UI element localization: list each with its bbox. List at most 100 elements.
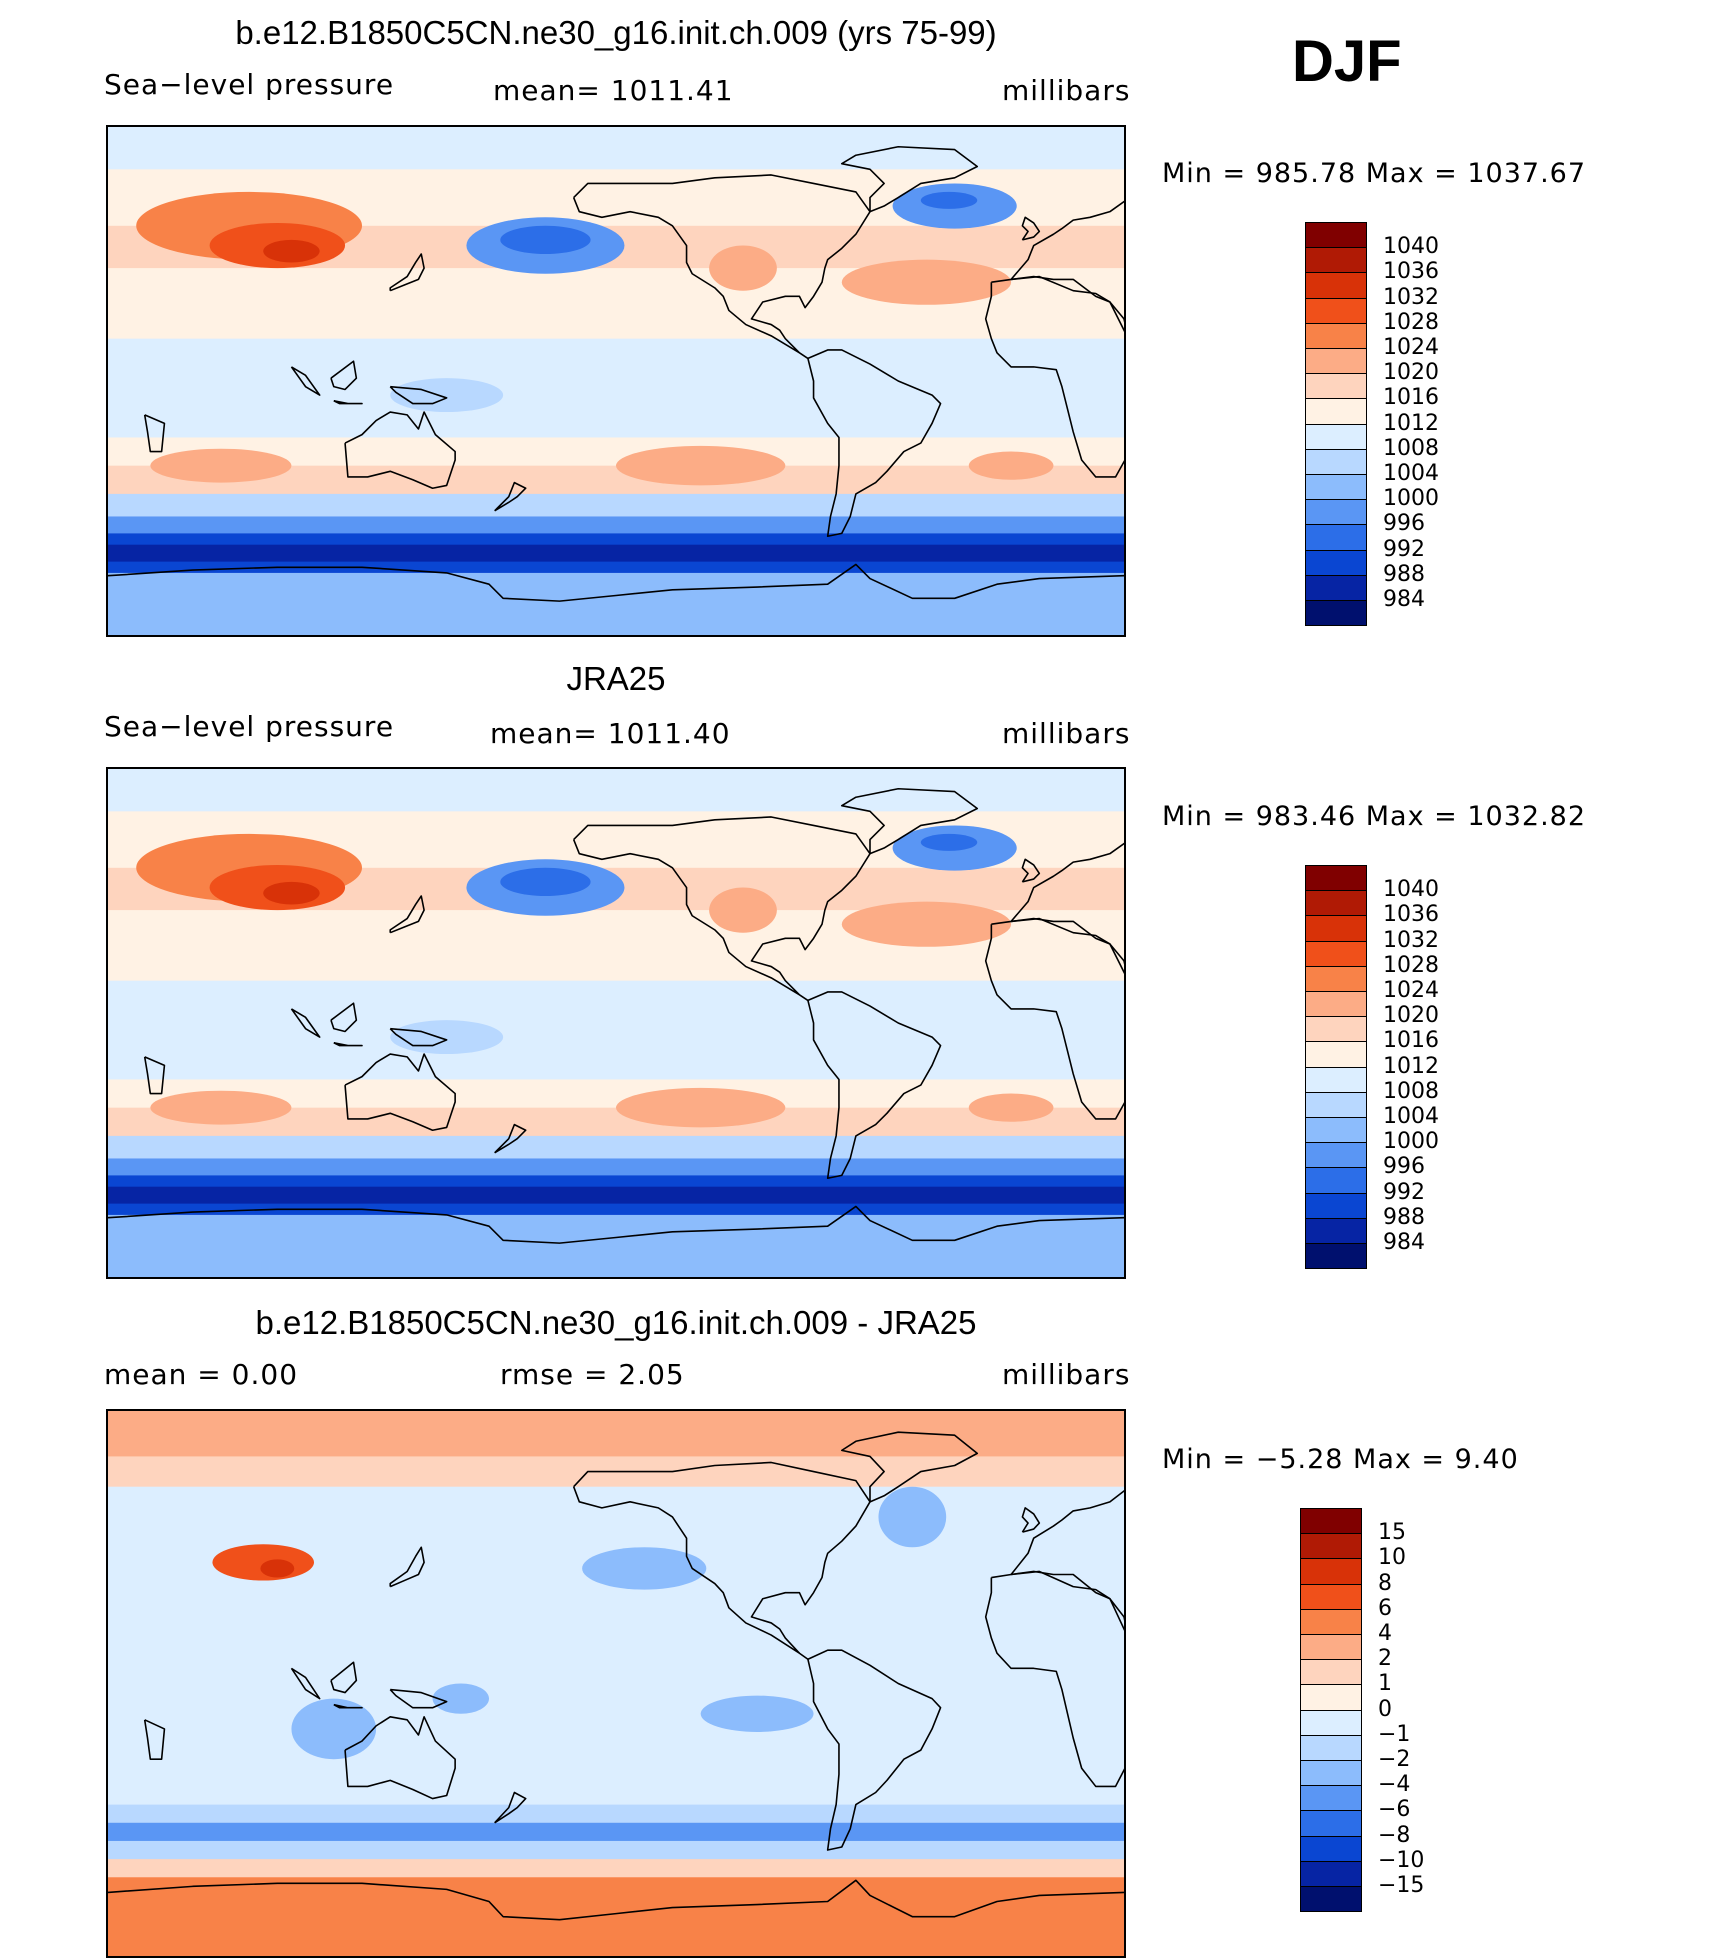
panel-1-units-label: millibars (1002, 74, 1131, 107)
colorbar-tick-label: −8 (1378, 1822, 1411, 1848)
contour-blob (968, 451, 1054, 480)
colorbar-tick-label: 1 (1378, 1671, 1392, 1697)
contour-band (108, 1186, 1124, 1205)
colorbar-swatch (1300, 1558, 1362, 1585)
contour-band (108, 533, 1124, 546)
colorbar-tick-label: 1028 (1383, 952, 1439, 978)
coastline (572, 174, 871, 360)
contour-band (108, 561, 1124, 574)
coastline (290, 366, 321, 396)
colorbar-swatch (1300, 1860, 1362, 1887)
panel-1-colorbar: 1040 1036 1032 1028 1024 1020 1016 1012 1008 1004… (1305, 222, 1445, 628)
contour-band (108, 1486, 1124, 1534)
panel-2-units-label: millibars (1002, 717, 1131, 750)
contour-band (108, 127, 1124, 171)
coastline (807, 1649, 942, 1851)
coastline (984, 275, 1124, 478)
colorbar-tick-label: 1008 (1383, 1078, 1439, 1104)
coastline (330, 1002, 358, 1033)
contour-band (108, 952, 1124, 982)
contour-band (108, 1158, 1124, 1177)
panel-1-mean-label: mean= 1011.41 (493, 74, 734, 107)
colorbar-swatch (1305, 865, 1367, 892)
colorbar-tick-label: 1024 (1383, 335, 1439, 360)
contour-blob (390, 1020, 504, 1055)
colorbar-swatch (1300, 1508, 1362, 1535)
panel-1-left-label: Sea−level pressure (104, 68, 395, 101)
colorbar-tick-label: 1008 (1383, 435, 1439, 461)
colorbar-swatch (1300, 1684, 1362, 1711)
coastline (330, 1661, 358, 1694)
contour-band (108, 1411, 1124, 1458)
contour-band (108, 769, 1124, 813)
colorbar-swatch (1305, 524, 1367, 551)
colorbar-swatch (1300, 1734, 1362, 1761)
panel-3-center-label: rmse = 2.05 (500, 1358, 685, 1391)
colorbar-tick-label: 1004 (1383, 1104, 1439, 1129)
contour-blob (212, 1544, 315, 1581)
panel-2-mean-label: mean= 1011.40 (490, 717, 731, 750)
contour-blob (150, 1090, 292, 1125)
colorbar-swatch (1305, 1192, 1367, 1219)
colorbar-swatch (1300, 1810, 1362, 1837)
contour-band (108, 1822, 1124, 1842)
colorbar-swatch (1305, 549, 1367, 576)
panel-1-title: b.e12.B1850C5CN.ne30_g16.init.ch.009 (yr… (235, 14, 997, 51)
colorbar-tick-label: 1036 (1383, 902, 1439, 928)
colorbar-tick-label: 996 (1383, 1154, 1425, 1180)
coastline (494, 481, 527, 512)
colorbar-tick-label: −10 (1378, 1847, 1425, 1873)
colorbar-swatch (1305, 574, 1367, 601)
colorbar-tick-label: 0 (1378, 1696, 1392, 1722)
colorbar-tick-label: 1040 (1383, 234, 1439, 260)
coastline (108, 1879, 1124, 1921)
colorbar-swatch (1305, 965, 1367, 992)
coastline (1021, 216, 1041, 241)
contour-band (108, 1859, 1124, 1879)
colorbar-tick-label: −1 (1378, 1721, 1411, 1747)
coastline (389, 1027, 448, 1047)
panel-3-minmax: Min = −5.28 Max = 9.40 (1162, 1444, 1519, 1475)
colorbar-tick-label: 15 (1378, 1520, 1406, 1546)
colorbar-tick-label: −15 (1378, 1873, 1425, 1898)
coastline (840, 787, 979, 855)
colorbar-tick-label: −4 (1378, 1772, 1411, 1798)
colorbar-tick-label: −2 (1378, 1747, 1411, 1772)
coastline (330, 360, 358, 391)
coastline (389, 1546, 425, 1588)
panel-1-map (106, 125, 1126, 637)
coastline (1021, 1507, 1041, 1533)
colorbar-swatch (1305, 348, 1367, 375)
coastline (143, 1056, 166, 1095)
colorbar-swatch (1305, 247, 1367, 274)
colorbar-swatch (1305, 991, 1367, 1018)
coastline (344, 1716, 456, 1800)
coastline (143, 1719, 166, 1760)
colorbar-tick-label: 1004 (1383, 461, 1439, 486)
colorbar-tick-label: −6 (1378, 1797, 1411, 1823)
contour-band (108, 1214, 1124, 1277)
coastline (572, 1461, 871, 1661)
contour-blob (260, 1559, 295, 1578)
colorbar-tick-label: 1024 (1383, 978, 1439, 1003)
contour-band (108, 310, 1124, 340)
contour-band (108, 516, 1124, 535)
colorbar-swatch (1305, 373, 1367, 400)
colorbar-tick-label: 8 (1378, 1570, 1392, 1596)
contour-band (108, 980, 1124, 1081)
contour-blob (616, 445, 786, 486)
contour-blob (263, 239, 320, 263)
colorbar-tick-label: 1016 (1383, 1028, 1439, 1054)
colorbar-tick-label: 4 (1378, 1621, 1392, 1646)
colorbar-swatch (1305, 423, 1367, 450)
coastline (840, 145, 979, 213)
panel-3-colorbar: 15 10 8 6 4 2 1 0 −1 −2 −4 −6 −8 −10 −15 (1300, 1508, 1440, 1934)
contour-blob (616, 1087, 786, 1128)
coastline (494, 1791, 527, 1824)
colorbar-swatch (1300, 1760, 1362, 1787)
coastline (333, 1041, 363, 1047)
colorbar-swatch (1305, 915, 1367, 942)
contour-blob (700, 1695, 814, 1732)
coastline (494, 1123, 527, 1154)
colorbar-tick-label: 992 (1383, 536, 1425, 562)
